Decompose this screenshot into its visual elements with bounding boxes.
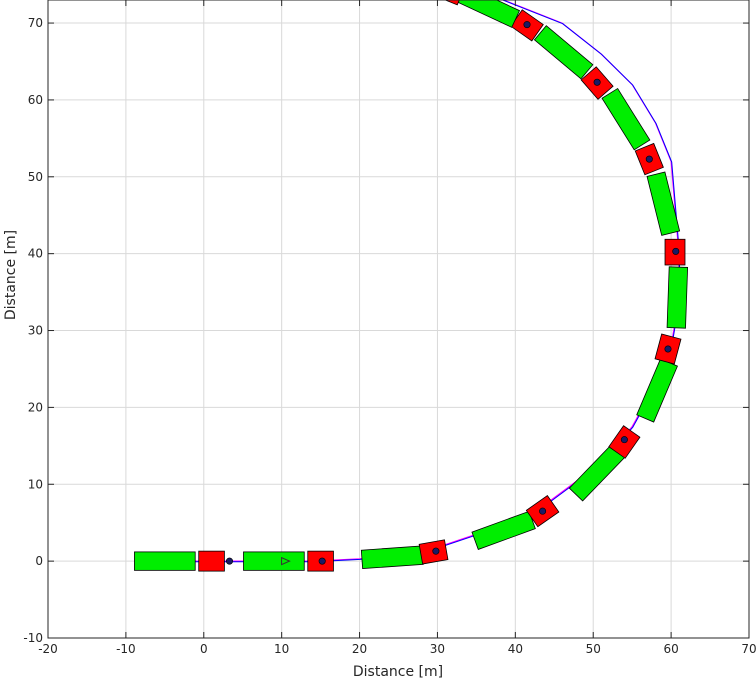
x-tick-label: 70: [741, 642, 756, 656]
trailer-body: [360, 545, 424, 570]
x-tick-label: 10: [274, 642, 289, 656]
data-layer: [134, 0, 689, 572]
trailer-body: [134, 551, 196, 571]
vehicle-7: [664, 238, 689, 329]
x-axis-label: Distance [m]: [353, 664, 443, 680]
position-marker: [523, 21, 531, 29]
y-tick-label: 40: [28, 247, 43, 261]
vehicle-2: [243, 550, 334, 572]
y-tick-label: 60: [28, 93, 43, 107]
y-tick-label: 0: [35, 554, 43, 568]
position-marker: [225, 557, 233, 565]
y-tick-label: 30: [28, 324, 43, 338]
x-tick-label: 0: [200, 642, 208, 656]
trailer-body: [601, 87, 651, 151]
position-marker: [318, 557, 326, 565]
position-marker: [672, 247, 680, 255]
y-tick-label: -10: [23, 631, 43, 645]
position-marker: [620, 436, 628, 444]
y-axis-label: Distance [m]: [3, 230, 19, 320]
axes-frame: [47, 0, 750, 639]
vehicle-4: [471, 495, 560, 550]
trailer-body: [243, 551, 305, 571]
x-tick-label: 40: [508, 642, 523, 656]
direction-arrow-icon: [281, 556, 291, 566]
axes-box: [47, 0, 750, 639]
trailer-body: [471, 510, 536, 550]
vehicle-8: [634, 142, 681, 236]
trailer-body: [646, 171, 681, 236]
trailer-body: [533, 25, 594, 80]
x-tick-label: 30: [430, 642, 445, 656]
position-marker: [645, 155, 653, 163]
trailer-body: [456, 0, 521, 28]
y-tick-label: 10: [28, 477, 43, 491]
vehicle-6: [636, 333, 682, 423]
y-tick-label: 70: [28, 16, 43, 30]
position-marker: [432, 547, 440, 555]
y-tick-label: 20: [28, 400, 43, 414]
vehicle-1: [134, 550, 233, 572]
cab-body: [198, 550, 225, 572]
plot-area-background: [48, 0, 749, 638]
x-tick-label: -10: [116, 642, 136, 656]
vehicle-5: [568, 425, 641, 502]
x-tick-label: 20: [352, 642, 367, 656]
y-tick-label: 50: [28, 170, 43, 184]
vehicle-3: [360, 539, 449, 570]
position-marker: [664, 345, 672, 353]
position-marker: [539, 507, 547, 515]
x-tick-label: 50: [586, 642, 601, 656]
vehicle-9: [580, 66, 651, 151]
x-tick-label: -20: [38, 642, 58, 656]
trailer-body: [666, 266, 689, 329]
x-tick-label: 60: [663, 642, 678, 656]
position-marker: [593, 78, 601, 86]
